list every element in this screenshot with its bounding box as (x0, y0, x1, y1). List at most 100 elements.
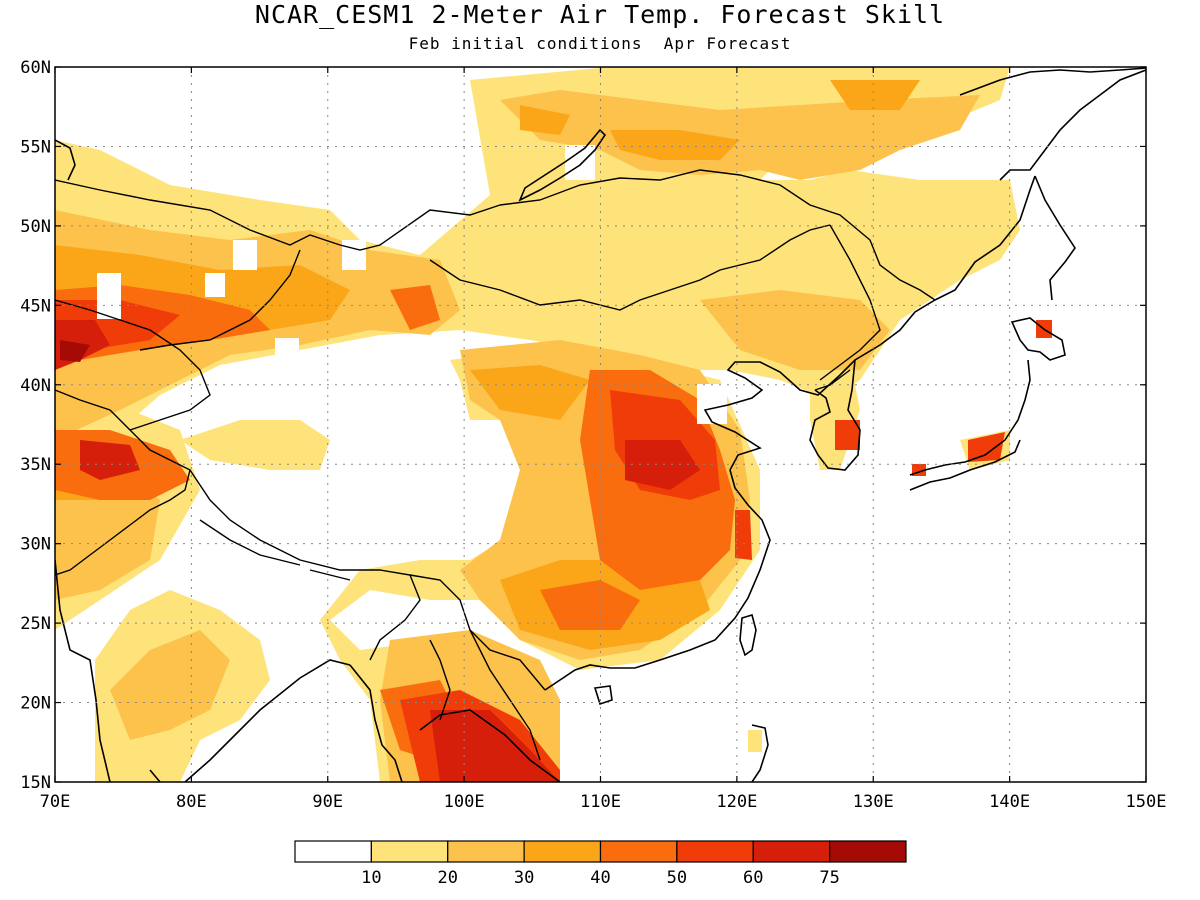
legend-swatch (676, 840, 754, 863)
coastline-caspian (55, 139, 76, 181)
border-central-asia (55, 299, 211, 431)
legend-swatch (752, 840, 831, 863)
lat-tick-label: 15N (20, 773, 51, 793)
skill-region-tibet (180, 420, 330, 470)
border-afghan-pak (55, 389, 191, 576)
legend-label: 30 (514, 868, 534, 888)
legend-label: 60 (743, 868, 763, 888)
skill-region-thailand-core (430, 710, 560, 782)
nodata-block (342, 240, 366, 270)
legend-swatch (370, 840, 449, 863)
coastline-india (55, 559, 111, 782)
border-china-kazakh (139, 249, 301, 351)
coastline-sri-lanka-edge (149, 769, 161, 782)
coastline-hokkaido (1010, 317, 1066, 361)
skill-region-punjab (80, 440, 140, 480)
lat-tick-label: 55N (20, 137, 51, 157)
lon-tick-label: 130E (853, 792, 894, 812)
legend-label: 10 (361, 868, 381, 888)
lat-tick-label: 60N (20, 58, 51, 78)
coastline-burma (349, 664, 403, 782)
skill-region-honshu (968, 432, 1005, 462)
border-laos (469, 629, 541, 761)
coastline-honshu (909, 359, 1031, 476)
legend-label: 50 (667, 868, 687, 888)
coastline-japan-south (909, 439, 1021, 491)
legend-label: 20 (438, 868, 458, 888)
skill-region-mongolia-north (500, 90, 980, 180)
skill-shading (55, 67, 1052, 782)
legend-label: 75 (819, 868, 839, 888)
border-bhutan (309, 569, 351, 581)
nodata-block (97, 273, 121, 319)
skill-region-jiangsu (735, 510, 752, 560)
nodata-block (275, 338, 299, 368)
latitude-labels: 15N 20N 25N 30N 35N 40N 45N 50N 55N 60N (20, 58, 51, 793)
lat-tick-label: 30N (20, 535, 51, 555)
coastline-lake-baikal (518, 128, 607, 202)
skill-region-central-india (110, 630, 230, 740)
lon-tick-label: 100E (444, 792, 485, 812)
skill-region-tianshan (390, 285, 440, 330)
coastline-luzon (751, 724, 769, 782)
border-burma-thai (429, 639, 451, 721)
skill-region-lake-baikal (520, 105, 570, 135)
lon-tick-label: 70E (40, 792, 71, 812)
legend-label: 40 (590, 868, 610, 888)
lat-tick-label: 25N (20, 614, 51, 634)
legend-swatch (294, 840, 372, 863)
lon-tick-label: 140E (989, 792, 1030, 812)
coastline-india-east (184, 659, 351, 782)
legend-swatch (447, 840, 525, 863)
legend-swatch (599, 840, 678, 863)
skill-region-korea-core (835, 420, 860, 450)
legend-swatch (523, 840, 602, 863)
skill-level-7 (60, 340, 90, 362)
skill-region-north-band (610, 130, 740, 160)
border-korea (814, 369, 851, 391)
lon-tick-label: 80E (176, 792, 207, 812)
nodata-block (205, 273, 225, 297)
skill-region-south-china-core (540, 580, 640, 630)
lat-tick-label: 20N (20, 694, 51, 714)
skill-region-fergana (60, 340, 90, 362)
skill-region-northeast-band (830, 80, 920, 110)
coastline-kamchatka (999, 69, 1146, 181)
lon-tick-label: 150E (1126, 792, 1167, 812)
chart-title: NCAR_CESM1 2-Meter Air Temp. Forecast Sk… (254, 0, 946, 29)
border-russia-kazakh (55, 179, 501, 251)
lat-tick-label: 35N (20, 455, 51, 475)
coastline-shandong (703, 175, 1036, 471)
nodata-block (697, 384, 727, 424)
nodata-blocks (97, 145, 727, 424)
border-russia-mongolia (499, 169, 936, 301)
lon-tick-label: 90E (312, 792, 343, 812)
longitude-labels: 70E 80E 90E 100E 110E 120E 130E 140E 150E (40, 792, 1167, 812)
nodata-block (233, 240, 257, 270)
axis-ticks (54, 66, 1147, 783)
chart-subtitle: Feb initial conditions Apr Forecast (408, 34, 792, 53)
coastlines (55, 67, 1146, 782)
graticule (55, 67, 1146, 782)
skill-region-north-china (470, 365, 590, 420)
country-borders (55, 169, 936, 761)
lat-tick-label: 40N (20, 376, 51, 396)
color-legend: 10 20 30 40 50 60 75 (294, 840, 907, 888)
lon-tick-label: 110E (580, 792, 621, 812)
coastline-russia-far-east (1034, 175, 1076, 301)
nodata-block (565, 145, 595, 180)
skill-region-shandong-core (625, 440, 700, 490)
coastline-vietnam (544, 469, 771, 691)
lat-tick-label: 45N (20, 296, 51, 316)
border-nepal (199, 519, 301, 566)
coastline-hainan (593, 685, 613, 706)
lon-tick-label: 120E (716, 792, 757, 812)
legend-swatch (829, 840, 907, 863)
skill-region-taiwan (748, 730, 762, 752)
coastline-korea (809, 359, 861, 471)
border-china-manchuria (819, 224, 881, 381)
lat-tick-label: 50N (20, 217, 51, 237)
coastline-okhotsk (959, 67, 1146, 96)
border-mongolia-china (429, 224, 831, 311)
